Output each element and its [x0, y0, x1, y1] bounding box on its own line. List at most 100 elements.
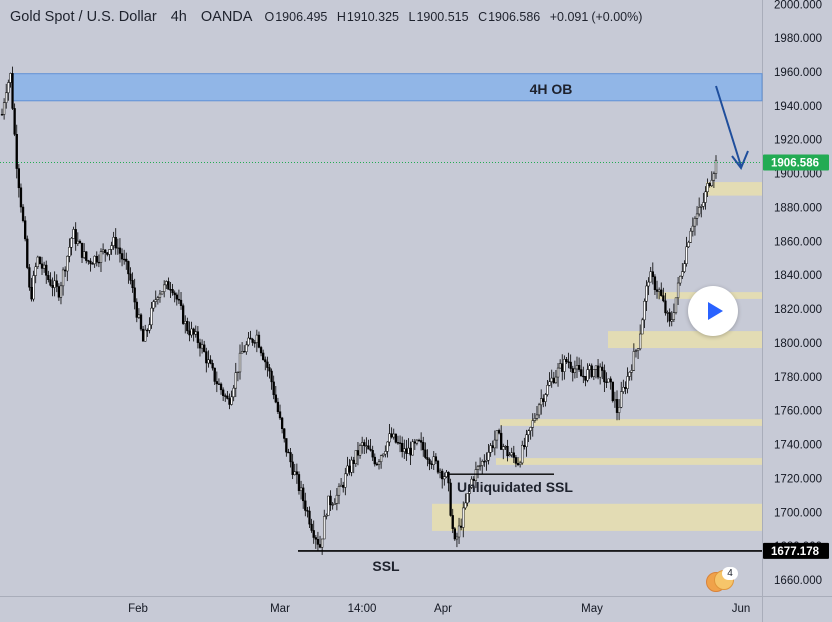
candle-body [247, 337, 250, 346]
candle-body [234, 372, 237, 389]
candle-body [55, 280, 58, 287]
candle-body [188, 330, 191, 336]
candle-body [299, 487, 303, 491]
fvg-zone [706, 182, 762, 196]
candle-body [186, 321, 189, 332]
candle-body [133, 287, 136, 303]
candle-body [685, 246, 688, 264]
candle-body [200, 344, 204, 349]
candle-body [643, 300, 646, 321]
candle-body [302, 487, 305, 502]
candle-body [175, 294, 178, 300]
candle-body [584, 376, 587, 381]
candle-body [346, 465, 349, 475]
candle-body [101, 249, 105, 252]
candle-body [455, 536, 459, 540]
candle-body [211, 363, 214, 369]
candle-body [289, 452, 292, 463]
candle-body [280, 417, 284, 430]
candle-body [449, 482, 452, 516]
candle-body [314, 537, 317, 540]
candle-body [352, 459, 355, 464]
candle-body [504, 445, 507, 448]
last-price-tag[interactable] [763, 154, 829, 171]
candle-body [413, 441, 416, 444]
candle-body [457, 525, 461, 538]
candle-body [215, 381, 218, 385]
candle-body [668, 312, 671, 322]
ssl-label: SSL [372, 558, 400, 574]
y-tick-label: 1860.000 [774, 236, 822, 248]
candle-body [603, 370, 606, 383]
candle-body [129, 273, 132, 281]
candle-body [264, 359, 267, 363]
candle-body [714, 159, 718, 174]
candle-body [451, 515, 454, 529]
candle-body [512, 452, 515, 458]
candle-body [150, 307, 153, 326]
ssl-price-tag-text: 1677.178 [771, 546, 820, 558]
candle-body [158, 293, 162, 298]
candle-body [184, 321, 187, 324]
candle-body [51, 285, 54, 288]
candle-body [518, 462, 522, 465]
candle-body [262, 352, 265, 360]
candle-body [601, 366, 604, 371]
candle-body [30, 286, 33, 300]
candle-body [622, 387, 625, 392]
candle-body [78, 240, 82, 244]
symbol-title[interactable]: Gold Spot / U.S. Dollar [10, 9, 157, 25]
candle-body [169, 289, 172, 291]
candle-body [7, 82, 10, 94]
candle-body [700, 206, 703, 208]
candle-body [137, 314, 141, 318]
candle-body [348, 465, 351, 473]
candle-body [160, 291, 164, 295]
candle-body [17, 168, 20, 189]
candle-body [179, 299, 183, 306]
candle-body [293, 471, 296, 475]
candle-body [594, 365, 598, 370]
candle-body [398, 442, 402, 444]
y-tick-label: 1740.000 [774, 440, 822, 452]
open-key: O [264, 10, 275, 24]
source-label: OANDA [200, 9, 253, 25]
candle-body [615, 399, 619, 413]
timeframe-label[interactable]: 4h [170, 9, 187, 25]
target-arrow-line[interactable] [715, 85, 742, 167]
candle-body [344, 473, 347, 488]
fvg-zone [432, 503, 762, 531]
candle-body [434, 456, 438, 462]
candle-body [123, 258, 126, 261]
candle-body [72, 229, 75, 239]
candle-body [575, 365, 579, 370]
reaction-badge[interactable]: 4 [706, 567, 738, 592]
play-replay-button[interactable] [688, 286, 738, 336]
candle-body [666, 312, 669, 314]
candle-body [438, 470, 442, 473]
candle-body [681, 271, 684, 277]
candle-body [5, 92, 8, 103]
candle-body [207, 359, 210, 364]
candle-body [687, 242, 690, 248]
candle-body [97, 261, 101, 264]
candle-body [38, 256, 42, 265]
fvg-zone [496, 458, 762, 465]
candle-body [146, 329, 149, 332]
candle-body [217, 383, 221, 385]
candle-body [573, 368, 577, 373]
candle-body [634, 350, 638, 352]
candle-body [118, 247, 122, 254]
y-tick-label: 1980.000 [774, 33, 822, 45]
candle-body [508, 454, 511, 457]
candle-body [213, 367, 216, 382]
candle-body [523, 444, 526, 448]
candle-body [255, 334, 258, 343]
candle-body [335, 494, 339, 504]
candle-body [468, 487, 471, 494]
candle-body [599, 366, 602, 378]
ssl-price-tag[interactable] [763, 542, 829, 559]
candle-body [80, 242, 84, 258]
close-key: C [478, 10, 488, 24]
